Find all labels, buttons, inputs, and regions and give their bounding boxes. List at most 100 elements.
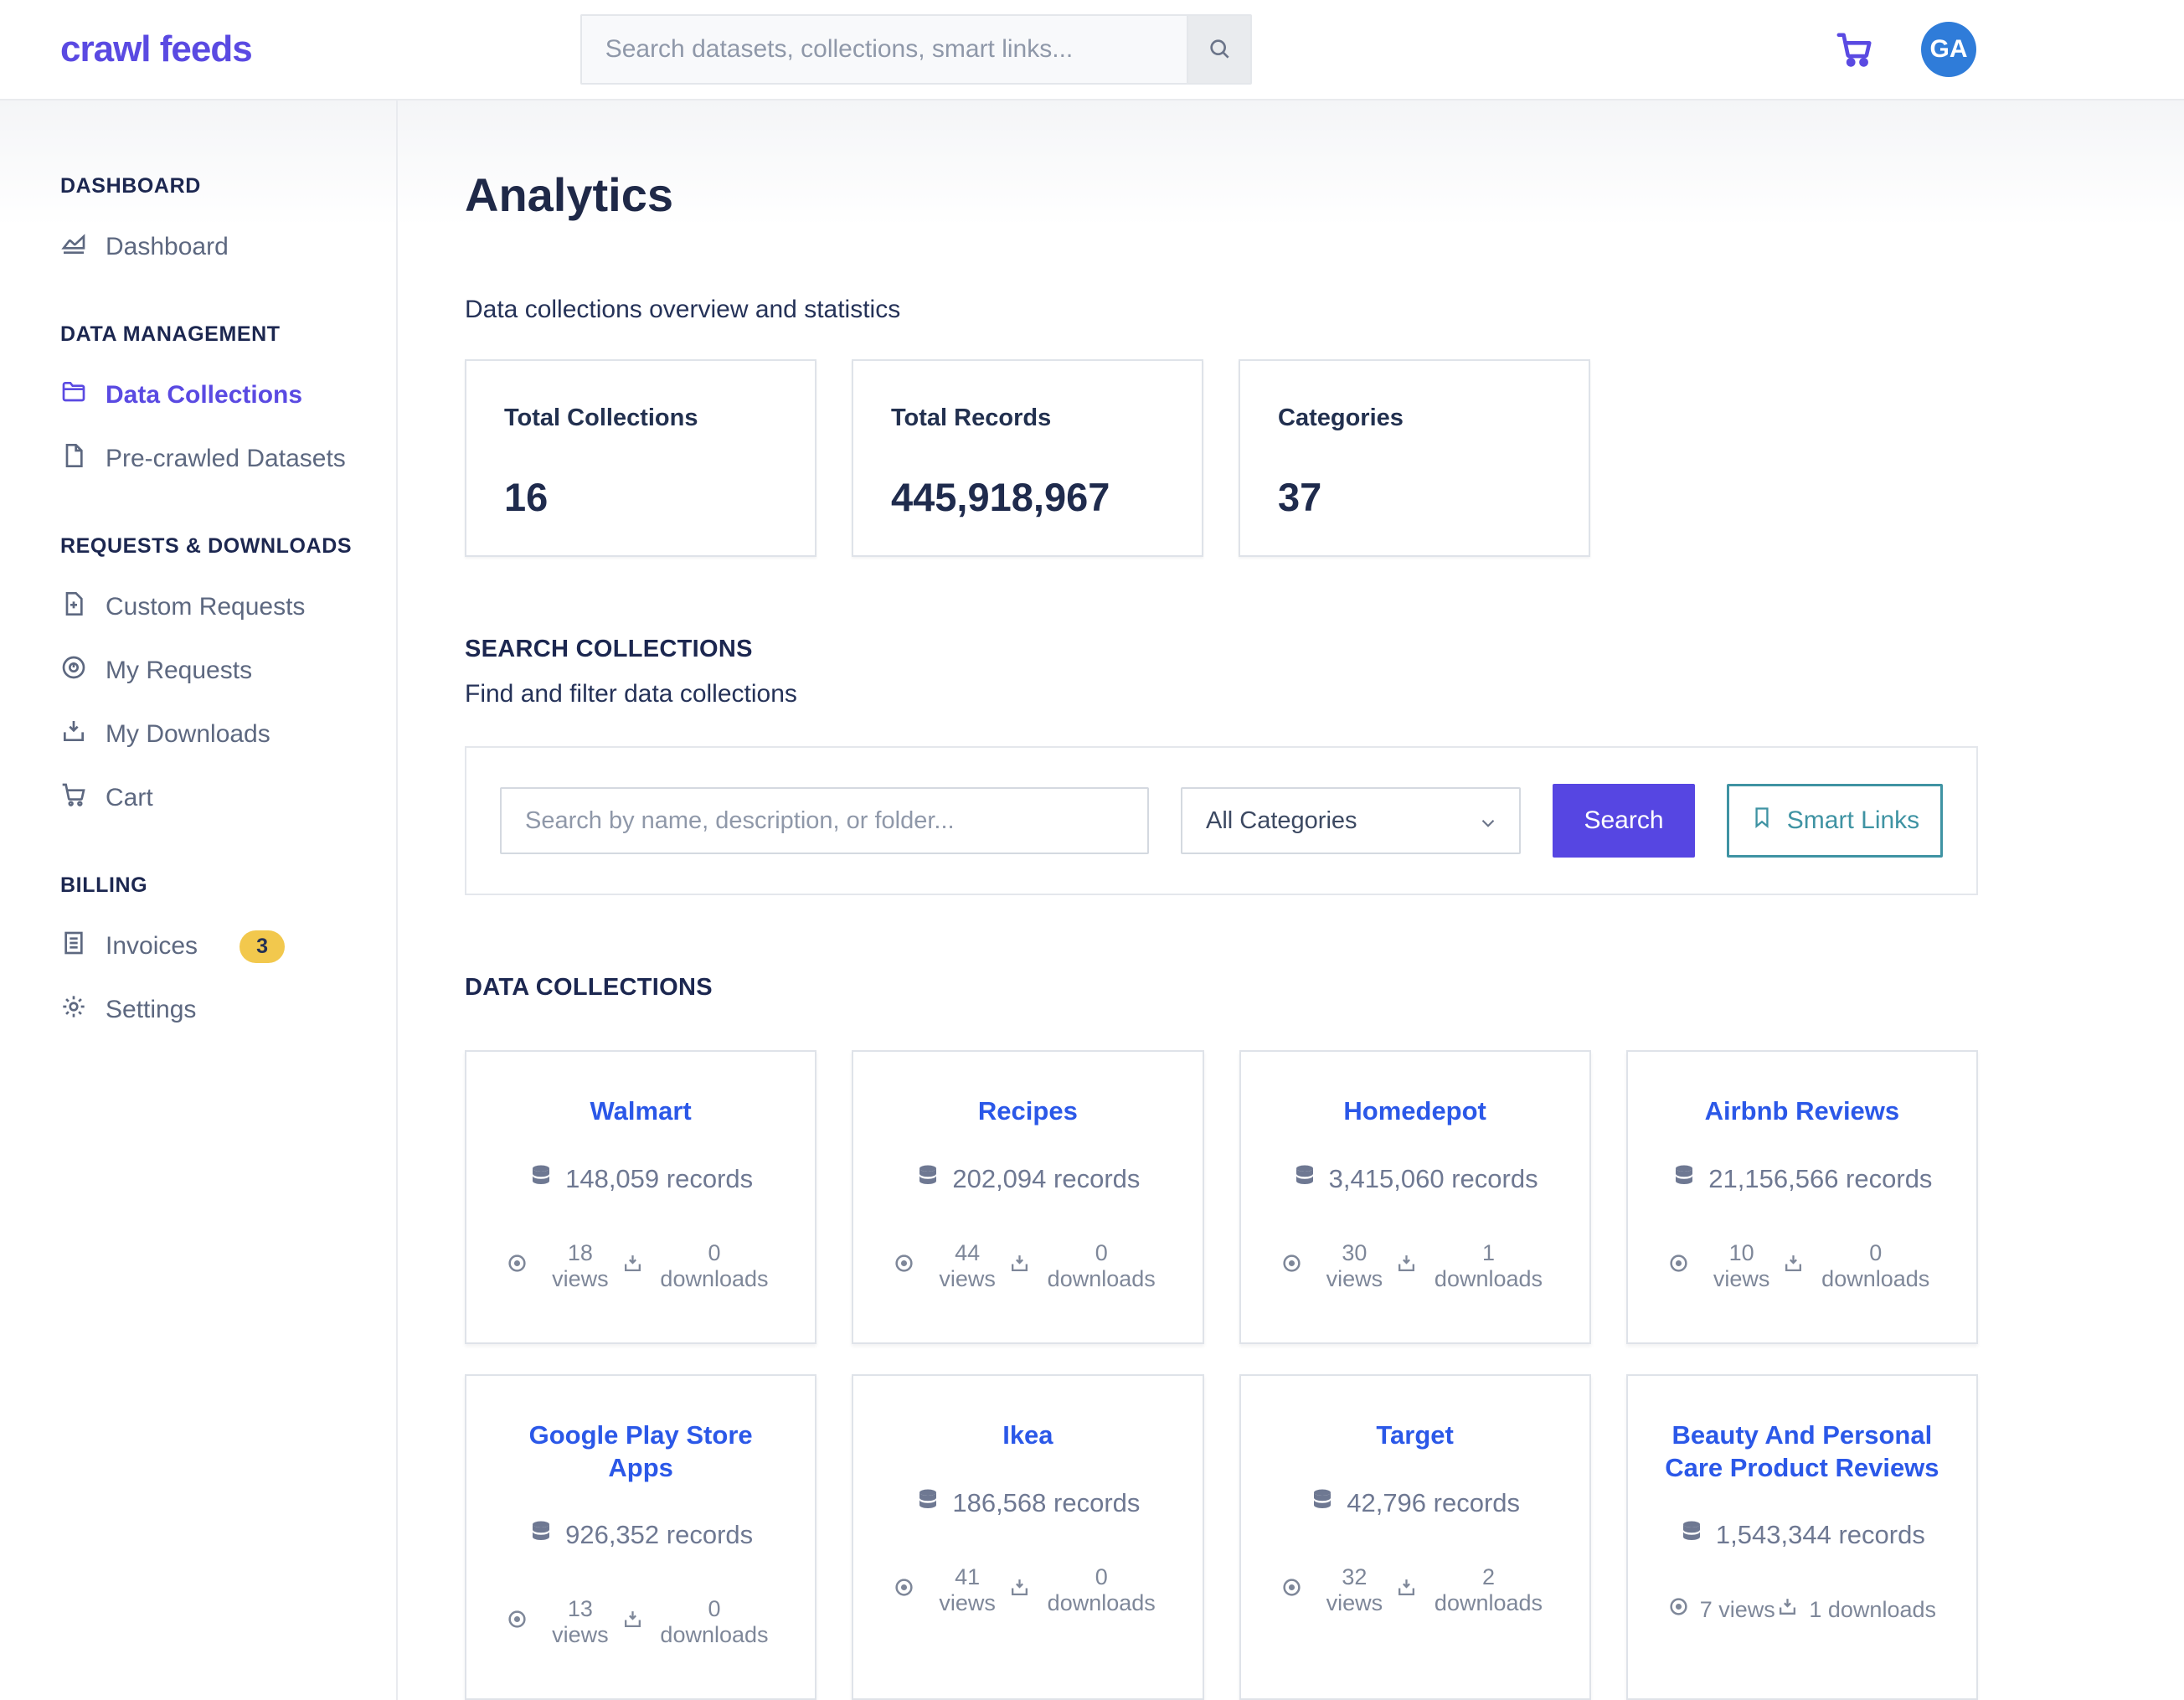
main-content: Analytics Data collections overview and … [398, 100, 2184, 1700]
collection-link[interactable]: Recipes [977, 1096, 1078, 1126]
sidebar-item-label: My Requests [106, 657, 253, 684]
collection-link[interactable]: Beauty And Personal Care Product Reviews [1665, 1419, 1939, 1482]
collections-search-input[interactable] [500, 787, 1149, 854]
downloads-stat: 0 downloads [622, 1596, 775, 1648]
sidebar-item-label: Custom Requests [106, 593, 306, 621]
eye-icon [1668, 1596, 1689, 1623]
sidebar-item-label: Invoices [106, 932, 198, 960]
collection-link[interactable]: Walmart [590, 1096, 692, 1126]
search-collections-subtitle: Find and filter data collections [465, 680, 797, 708]
search-collections-heading: SEARCH COLLECTIONS [465, 636, 753, 662]
sidebar-item-my-requests[interactable]: My Requests [60, 654, 371, 688]
eye-icon [894, 1253, 914, 1280]
collection-card: Recipes 202,094 records 44 views 0 downl… [852, 1050, 1204, 1344]
invoices-count-badge: 3 [240, 930, 285, 963]
records-count: 148,059 records [565, 1163, 754, 1193]
collection-card: Beauty And Personal Care Product Reviews… [1625, 1373, 1978, 1700]
sidebar-item-my-downloads[interactable]: My Downloads [60, 718, 371, 751]
download-icon [622, 1253, 643, 1280]
database-icon [1310, 1487, 1335, 1519]
database-icon [1292, 1163, 1317, 1195]
views-stat: 7 views [1668, 1596, 1775, 1623]
download-icon [622, 1609, 643, 1636]
stat-card-total-records: Total Records 445,918,967 [852, 359, 1203, 557]
page-subtitle: Data collections overview and statistics [465, 296, 901, 323]
eye-icon [1281, 1577, 1302, 1604]
stat-label: Total Records [891, 404, 1052, 431]
folder-icon [60, 379, 87, 412]
bookmark-icon [1750, 806, 1774, 836]
sidebar-item-dashboard[interactable]: Dashboard [60, 230, 371, 264]
global-search-input[interactable] [579, 14, 1187, 85]
header-cart-icon[interactable] [1836, 30, 1874, 69]
stat-value: 16 [504, 475, 549, 519]
download-icon [1396, 1577, 1417, 1604]
database-icon [915, 1163, 940, 1195]
invoice-icon [60, 930, 87, 963]
views-stat: 41 views [894, 1564, 1009, 1616]
collection-link[interactable]: Google Play Store Apps [528, 1419, 753, 1482]
search-button[interactable]: Search [1553, 784, 1695, 858]
category-select[interactable]: All Categories [1181, 787, 1521, 854]
eye-icon [1668, 1253, 1689, 1280]
database-icon [1679, 1519, 1704, 1551]
data-collections-heading: DATA COLLECTIONS [465, 974, 713, 1001]
area-chart-icon [60, 230, 87, 264]
global-search-button[interactable] [1186, 14, 1252, 85]
database-icon [915, 1487, 940, 1519]
stat-card-total-collections: Total Collections 16 [465, 359, 816, 557]
views-stat: 30 views [1281, 1240, 1397, 1292]
gear-icon [60, 993, 87, 1027]
downloads-stat: 0 downloads [1783, 1240, 1936, 1292]
sidebar-item-settings[interactable]: Settings [60, 993, 371, 1027]
records-count: 21,156,566 records [1708, 1163, 1933, 1193]
search-collections-panel: All Categories Search Smart Links [465, 746, 1978, 895]
eye-icon [1281, 1253, 1302, 1280]
views-stat: 44 views [894, 1240, 1009, 1292]
search-icon [1206, 35, 1233, 64]
collection-link[interactable]: Ikea [1002, 1419, 1053, 1450]
eye-icon [894, 1577, 914, 1604]
app-logo[interactable]: crawl feeds [60, 28, 253, 70]
collection-card: Ikea 186,568 records 41 views 0 download… [852, 1373, 1204, 1700]
sidebar-item-invoices[interactable]: Invoices 3 [60, 930, 371, 963]
sidebar-item-data-collections[interactable]: Data Collections [60, 379, 371, 412]
sidebar-item-label: My Downloads [106, 720, 270, 748]
sidebar-item-cart[interactable]: Cart [60, 781, 371, 815]
avatar[interactable]: GA [1921, 22, 1976, 77]
smart-links-button[interactable]: Smart Links [1727, 784, 1943, 858]
records-count: 1,543,344 records [1715, 1520, 1925, 1550]
download-icon [1396, 1253, 1417, 1280]
stat-value: 37 [1278, 475, 1322, 519]
sidebar-item-precrawled-datasets[interactable]: Pre-crawled Datasets [60, 442, 371, 476]
stats-row: Total Collections 16 Total Records 445,9… [465, 359, 1978, 557]
sidebar-section-billing: BILLING [60, 873, 148, 897]
collection-link[interactable]: Airbnb Reviews [1704, 1096, 1900, 1126]
sidebar-section-dashboard: DASHBOARD [60, 174, 201, 198]
download-icon [1783, 1253, 1804, 1280]
downloads-stat: 0 downloads [622, 1240, 775, 1292]
eye-icon [507, 1253, 528, 1280]
downloads-stat: 1 downloads [1777, 1596, 1936, 1623]
sidebar-item-custom-requests[interactable]: Custom Requests [60, 590, 371, 624]
download-icon [60, 718, 87, 751]
collection-card: Homedepot 3,415,060 records 30 views 1 d… [1239, 1050, 1591, 1344]
collections-grid: Walmart 148,059 records 18 views 0 downl… [465, 1050, 1978, 1700]
records-count: 186,568 records [952, 1487, 1141, 1517]
database-icon [1671, 1163, 1697, 1195]
top-header: crawl feeds GA [0, 0, 2184, 100]
stat-label: Categories [1278, 404, 1404, 431]
category-select-wrap: All Categories [1181, 787, 1521, 854]
sidebar-item-label: Settings [106, 996, 197, 1023]
sidebar-item-label: Pre-crawled Datasets [106, 445, 346, 472]
stat-card-categories: Categories 37 [1239, 359, 1590, 557]
collection-card: Walmart 148,059 records 18 views 0 downl… [465, 1050, 817, 1344]
download-icon [1009, 1253, 1030, 1280]
clock-icon [60, 654, 87, 688]
database-icon [528, 1163, 554, 1195]
collection-link[interactable]: Target [1376, 1419, 1454, 1450]
collection-card: Target 42,796 records 32 views 2 downloa… [1239, 1373, 1591, 1700]
records-count: 202,094 records [952, 1163, 1141, 1193]
collection-link[interactable]: Homedepot [1343, 1096, 1486, 1126]
sidebar-item-label: Cart [106, 784, 153, 811]
